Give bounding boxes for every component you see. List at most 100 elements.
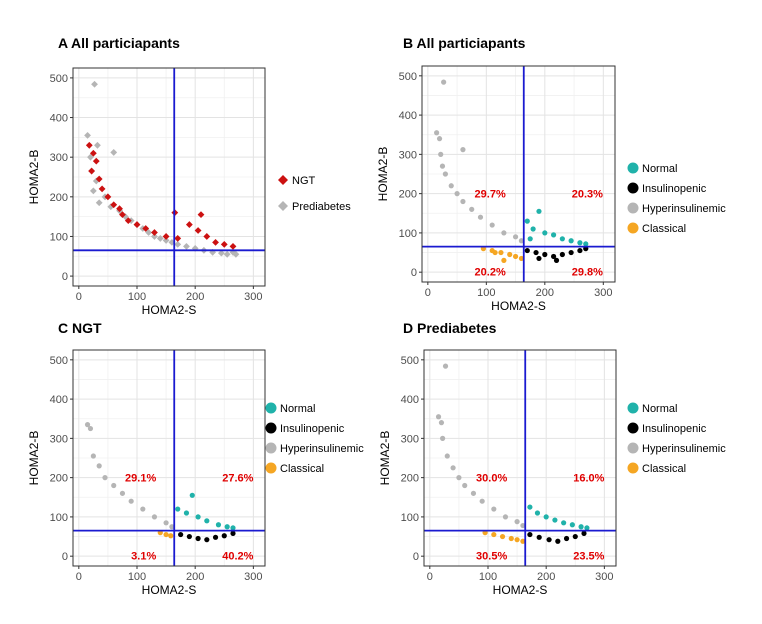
x-tick-label: 100 bbox=[477, 287, 495, 299]
data-point bbox=[215, 522, 222, 528]
plot-border bbox=[72, 349, 266, 567]
data-point bbox=[460, 147, 466, 153]
data-point bbox=[499, 533, 506, 540]
data-point bbox=[98, 185, 106, 193]
x-tick-label: 0 bbox=[425, 287, 431, 299]
plot-border bbox=[72, 67, 266, 287]
data-point bbox=[183, 510, 190, 516]
data-point bbox=[438, 151, 444, 157]
data-point bbox=[470, 490, 477, 496]
legend-key bbox=[627, 402, 639, 414]
data-point bbox=[107, 203, 115, 211]
data-point bbox=[569, 522, 575, 528]
data-point bbox=[151, 229, 158, 236]
series-hyperinsulinemic bbox=[84, 422, 175, 530]
data-point bbox=[514, 537, 520, 543]
data-point bbox=[533, 249, 539, 256]
y-axis-label: HOMA2-B bbox=[27, 431, 41, 486]
data-point bbox=[568, 238, 574, 244]
data-point bbox=[502, 514, 509, 520]
data-point bbox=[220, 240, 228, 248]
data-point bbox=[444, 453, 450, 459]
data-point bbox=[156, 235, 164, 242]
y-tick-label: 200 bbox=[401, 473, 419, 485]
y-tick-label: 100 bbox=[399, 228, 417, 240]
y-axis-label: HOMA2-B bbox=[378, 431, 392, 486]
data-point bbox=[169, 524, 175, 530]
data-point bbox=[194, 227, 202, 234]
data-point bbox=[578, 524, 584, 530]
panel-d: D Prediabetes 0 100 200 300 0 100 200 300 400 500 H… bbox=[378, 320, 726, 597]
y-tick-label: 500 bbox=[50, 355, 68, 367]
legend-key bbox=[627, 442, 639, 454]
data-point bbox=[229, 242, 237, 250]
data-point bbox=[163, 520, 169, 526]
x-tick-label: 300 bbox=[594, 287, 612, 299]
data-point bbox=[175, 506, 181, 512]
quadrant-label-bottom-right: 40.2% bbox=[222, 550, 253, 562]
series-hyperinsulinemic bbox=[434, 79, 525, 244]
legend-key bbox=[627, 182, 639, 194]
legend-key bbox=[265, 422, 277, 434]
quadrant-label-top-right: 20.3% bbox=[572, 189, 603, 201]
data-point bbox=[518, 238, 525, 244]
data-point bbox=[442, 171, 448, 177]
data-point bbox=[518, 255, 525, 262]
data-point bbox=[186, 533, 192, 540]
data-point bbox=[450, 465, 456, 471]
data-point bbox=[119, 490, 126, 496]
data-point bbox=[581, 530, 587, 537]
data-point bbox=[110, 201, 118, 209]
data-point bbox=[583, 241, 589, 247]
legend-key bbox=[627, 202, 639, 214]
y-tick-label: 100 bbox=[401, 512, 419, 524]
data-point bbox=[84, 422, 91, 428]
grid bbox=[422, 66, 615, 282]
plot-border bbox=[423, 349, 617, 567]
y-tick-label: 200 bbox=[399, 189, 417, 201]
data-point bbox=[568, 249, 574, 256]
data-point bbox=[520, 538, 526, 544]
data-point bbox=[204, 537, 210, 543]
x-tick-label: 200 bbox=[186, 291, 204, 303]
data-point bbox=[527, 236, 533, 242]
data-point bbox=[514, 519, 520, 525]
data-point bbox=[89, 149, 97, 157]
data-point bbox=[203, 233, 211, 240]
data-point bbox=[95, 175, 103, 183]
series-insulinopenic bbox=[527, 530, 587, 544]
data-point bbox=[116, 205, 123, 213]
y-axis-label: HOMA2-B bbox=[27, 150, 41, 205]
x-tick-label: 0 bbox=[76, 571, 82, 583]
quadrant-label-top-right: 27.6% bbox=[222, 473, 253, 485]
data-point bbox=[553, 257, 560, 263]
panel-c: C NGT 0 100 200 300 0 100 200 300 400 500 HOMA2-S HO… bbox=[27, 320, 364, 597]
data-point bbox=[230, 530, 236, 537]
data-point bbox=[168, 239, 176, 246]
data-point bbox=[561, 520, 567, 526]
data-point bbox=[162, 233, 170, 240]
data-point bbox=[435, 414, 442, 420]
data-point bbox=[102, 475, 108, 481]
data-point bbox=[230, 525, 236, 531]
panel-title: D Prediabetes bbox=[403, 320, 497, 336]
data-point bbox=[95, 199, 103, 207]
data-point bbox=[183, 242, 190, 250]
x-axis-label: HOMA2-S bbox=[493, 583, 548, 597]
data-point bbox=[221, 533, 227, 539]
y-tick-label: 400 bbox=[50, 394, 68, 406]
data-point bbox=[507, 251, 513, 258]
data-point bbox=[527, 504, 533, 510]
y-tick-label: 100 bbox=[50, 231, 68, 243]
data-point bbox=[524, 218, 530, 224]
legend-label: NGT bbox=[292, 175, 316, 187]
data-point bbox=[232, 250, 240, 258]
data-point bbox=[104, 193, 112, 201]
y-tick-label: 500 bbox=[50, 73, 68, 85]
x-tick-label: 100 bbox=[128, 571, 146, 583]
data-point bbox=[178, 531, 184, 538]
y-axis-label: HOMA2-B bbox=[376, 147, 390, 202]
x-axis-label: HOMA2-S bbox=[491, 299, 546, 313]
panel-b: B All particiapants 0 100 200 300 0 100 200 300 4… bbox=[376, 35, 726, 313]
data-point bbox=[469, 206, 475, 212]
